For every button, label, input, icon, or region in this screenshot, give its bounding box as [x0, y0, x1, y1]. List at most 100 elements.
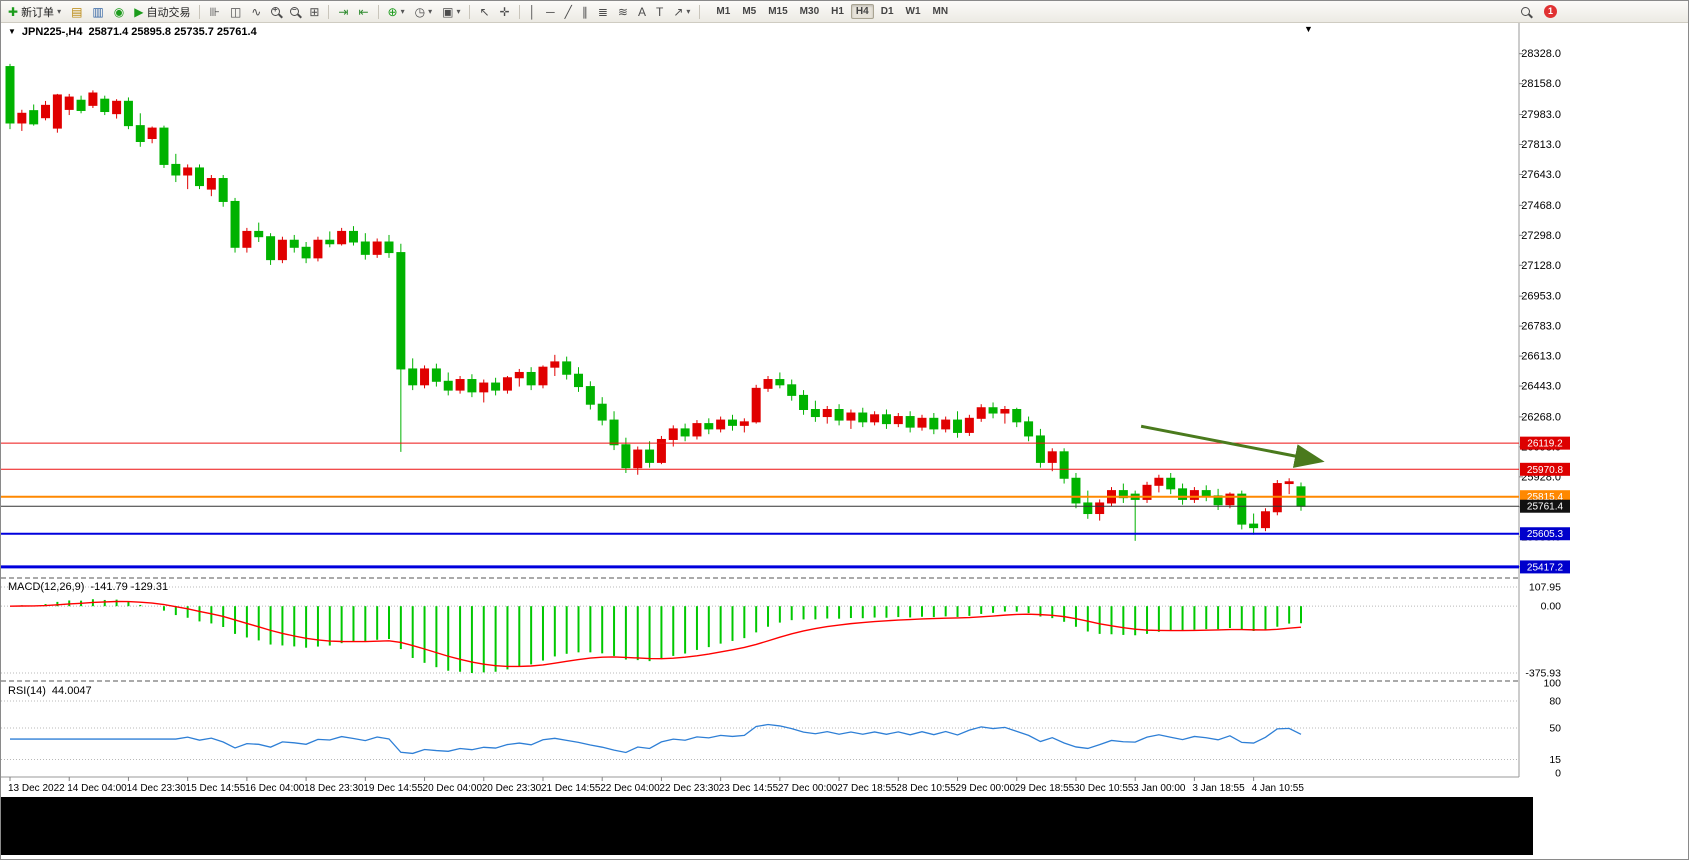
horizontal-line-button[interactable]: ─ [542, 2, 559, 22]
candle-body [76, 99, 86, 111]
price-tick-label: 26783.0 [1521, 321, 1561, 333]
autotrading-button-label: 自动交易 [146, 6, 191, 19]
data-window-icon[interactable]: ◉ [110, 2, 128, 22]
time-label: 4 Jan 10:55 [1252, 783, 1305, 794]
chart-menu-arrow-icon[interactable]: ▼ [1304, 24, 1313, 34]
text-label-button[interactable]: T [652, 2, 667, 22]
fibonacci-button-icon: ≣ [597, 4, 608, 19]
search-button[interactable] [1517, 2, 1534, 22]
timeframe-h4-button[interactable]: H4 [850, 4, 874, 19]
candle-body [953, 419, 963, 433]
chart-shift-button[interactable]: ⇤ [354, 2, 372, 22]
autotrading-button[interactable]: ▶ 自动交易 [130, 2, 194, 22]
notification-badge[interactable]: 1 [1544, 5, 1557, 18]
periods-button[interactable]: ◷ ▾ [411, 2, 437, 22]
trendline-button[interactable]: ╱ [561, 2, 576, 22]
auto-scroll-button[interactable]: ⇥ [334, 2, 352, 22]
line-chart-type-button-icon: ∿ [251, 4, 262, 19]
timeframe-m15-button[interactable]: M15 [768, 6, 788, 17]
zoom-out-button[interactable]: − [286, 2, 303, 22]
terminal-panel[interactable] [1, 797, 1533, 855]
time-label: 28 Dec 10:55 [896, 783, 956, 794]
chevron-down-icon: ▾ [428, 7, 433, 16]
candle-body [597, 403, 607, 421]
zoom-out-button-icon: − [290, 5, 300, 16]
candle-body [467, 379, 477, 393]
candle-body [1154, 477, 1164, 486]
vertical-line-button-icon: │ [528, 4, 537, 19]
support-line-blue-2-badge-label: 25417.2 [1527, 562, 1564, 573]
candle-body [325, 239, 335, 245]
candle-body [1035, 435, 1045, 463]
candle-body [1178, 488, 1188, 500]
candle-body [5, 66, 15, 124]
templates-button[interactable]: ▣ ▾ [438, 2, 464, 22]
candle-body [1260, 511, 1270, 529]
candle-body [514, 371, 524, 379]
candle-body [846, 412, 856, 421]
shapes-button[interactable]: ≋ [614, 2, 632, 22]
profiles-icon[interactable]: ▥ [88, 2, 107, 22]
bar-chart-type-button[interactable]: ⊪ [205, 2, 223, 22]
new-order-button[interactable]: ✚ 新订单 ▾ [4, 2, 65, 22]
crosshair-button[interactable]: ✛ [496, 2, 514, 22]
timeframe-m30-button[interactable]: M30 [799, 6, 820, 17]
time-label: 14 Dec 04:00 [67, 783, 127, 794]
macd-axis-label: 107.95 [1529, 582, 1561, 594]
chevron-down-icon: ▾ [400, 7, 405, 16]
candle-body [656, 438, 666, 463]
price-tick-label: 26953.0 [1521, 291, 1561, 303]
candle-body [621, 444, 631, 469]
fibonacci-button[interactable]: ≣ [594, 2, 612, 22]
rsi-line [10, 723, 1302, 755]
candle-body [799, 394, 809, 411]
timeframe-w1-button[interactable]: W1 [905, 6, 921, 17]
chart-ohlc-values: 25871.4 25895.8 25735.7 25761.4 [88, 26, 257, 38]
arrows-button[interactable]: ↗ ▾ [669, 2, 694, 22]
candlestick-type-button[interactable]: ◫ [226, 2, 245, 22]
line-chart-type-button[interactable]: ∿ [247, 2, 265, 22]
time-label: 23 Dec 14:55 [719, 783, 779, 794]
new-order-button-label: 新订单 [21, 6, 55, 19]
candle-body [17, 112, 27, 124]
candle-body [905, 416, 915, 428]
candle-body [277, 239, 287, 261]
toolbar-right: 1 [1517, 2, 1557, 22]
candle-body [384, 241, 394, 254]
candle-body [1012, 409, 1022, 423]
candle-body [1059, 451, 1069, 479]
time-label: 21 Dec 14:55 [541, 783, 601, 794]
indicators-button[interactable]: ⊕ ▾ [384, 2, 409, 22]
cursor-button[interactable]: ↖ [475, 2, 493, 22]
chart-collapse-icon[interactable]: ▼ [8, 27, 16, 36]
timeframe-m5-button[interactable]: M5 [742, 6, 757, 17]
candle-body [751, 387, 761, 423]
tile-windows-button[interactable]: ⊞ [305, 2, 323, 22]
price-tick-label: 27813.0 [1521, 139, 1561, 151]
chevron-down-icon: ▾ [456, 7, 461, 16]
vertical-line-button[interactable]: │ [525, 2, 541, 22]
trend-arrow-annotation[interactable] [1140, 424, 1325, 468]
price-tick-label: 26613.0 [1521, 351, 1561, 363]
timeframe-h1-button[interactable]: H1 [831, 6, 844, 17]
candle-body [479, 382, 489, 393]
zoom-in-button[interactable]: + [267, 2, 284, 22]
timeframe-mn-button[interactable]: MN [932, 6, 949, 17]
candle-body [372, 241, 382, 255]
text-button[interactable]: A [634, 2, 650, 22]
candle-body [301, 246, 311, 259]
rsi-value: 44.0047 [51, 685, 92, 697]
candle-body [810, 409, 820, 418]
channel-button[interactable]: ∥ [578, 2, 592, 22]
candle-body [562, 361, 572, 375]
timeframe-d1-button[interactable]: D1 [880, 6, 894, 17]
candle-body [739, 421, 749, 426]
candle-body [1000, 409, 1010, 414]
main-toolbar: ✚ 新订单 ▾ ▤ ▥ ◉ ▶ 自动交易 ⊪ ◫ ∿ + − ⊞ ⇥ ⇤ ⊕ ▾ ◷ ▾ ▣ ▾ ↖ ✛ │ ─ ╱ ∥ ≣ ≋ A T ↗ ▾ … [1, 1, 1688, 23]
candle-body [242, 230, 252, 248]
timeframe-m1-button[interactable]: M1 [716, 6, 731, 17]
chart-window-icon[interactable]: ▤ [67, 2, 86, 22]
candle-body [64, 96, 74, 110]
chevron-down-icon: ▾ [57, 7, 62, 16]
